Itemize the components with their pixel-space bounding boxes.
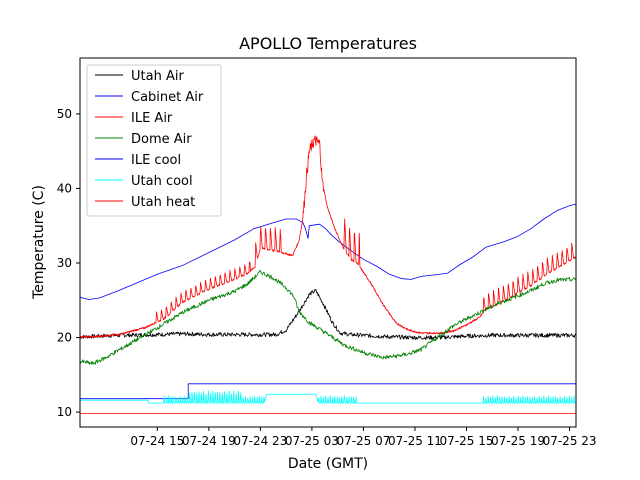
x-tick-label: 07-24 23 bbox=[233, 434, 287, 448]
y-tick-label: 10 bbox=[57, 405, 72, 419]
x-tick-label: 07-24 19 bbox=[182, 434, 236, 448]
legend-label: Dome Air bbox=[131, 132, 192, 147]
x-tick-label: 07-25 23 bbox=[543, 434, 597, 448]
x-tick-label: 07-25 03 bbox=[285, 434, 339, 448]
y-tick-label: 40 bbox=[57, 181, 72, 195]
legend-box bbox=[86, 64, 222, 217]
x-tick-label: 07-25 19 bbox=[491, 434, 545, 448]
legend-label: Utah cool bbox=[131, 174, 193, 189]
legend-label: Utah heat bbox=[131, 195, 195, 210]
legend-label: ILE Air bbox=[131, 111, 173, 126]
x-axis-label: Date (GMT) bbox=[288, 456, 368, 472]
legend: Utah Air Cabinet Air ILE Air Dome Air ILE co… bbox=[86, 64, 222, 217]
series-layer bbox=[80, 135, 576, 414]
x-tick-label: 07-25 15 bbox=[440, 434, 494, 448]
series-line-utah-cool bbox=[80, 390, 576, 404]
legend-label: Cabinet Air bbox=[131, 90, 204, 105]
x-tick-label: 07-25 11 bbox=[388, 434, 442, 448]
legend-label: Utah Air bbox=[131, 69, 184, 84]
y-tick-label: 30 bbox=[57, 256, 72, 270]
y-axis: 10 20 30 40 50 bbox=[57, 107, 80, 419]
y-tick-label: 50 bbox=[57, 107, 72, 121]
legend-label: ILE cool bbox=[131, 153, 181, 168]
series-line-dome-air bbox=[80, 269, 576, 365]
y-tick-label: 20 bbox=[57, 331, 72, 345]
y-axis-label: Temperature (C) bbox=[31, 185, 47, 300]
plot-frame bbox=[79, 57, 577, 428]
series-line-ile-cool bbox=[80, 383, 576, 400]
series-line-ile-air bbox=[80, 135, 576, 339]
x-tick-label: 07-25 07 bbox=[336, 434, 390, 448]
x-tick-label: 07-24 15 bbox=[130, 434, 184, 448]
chart-title: APOLLO Temperatures bbox=[239, 34, 417, 53]
series-line-utah-air bbox=[80, 288, 576, 340]
series-line-cabinet-air bbox=[80, 203, 576, 300]
